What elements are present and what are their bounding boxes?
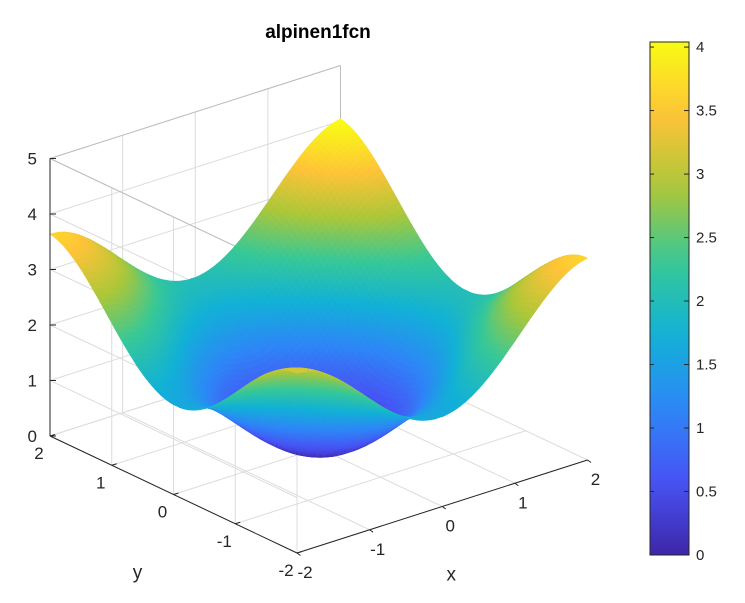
chart-title: alpinen1fcn [265,22,371,43]
grid-line [235,430,526,525]
surface-plot [49,118,589,458]
box-edge [49,65,341,159]
grid-line [49,120,341,215]
grid-line [49,380,298,498]
